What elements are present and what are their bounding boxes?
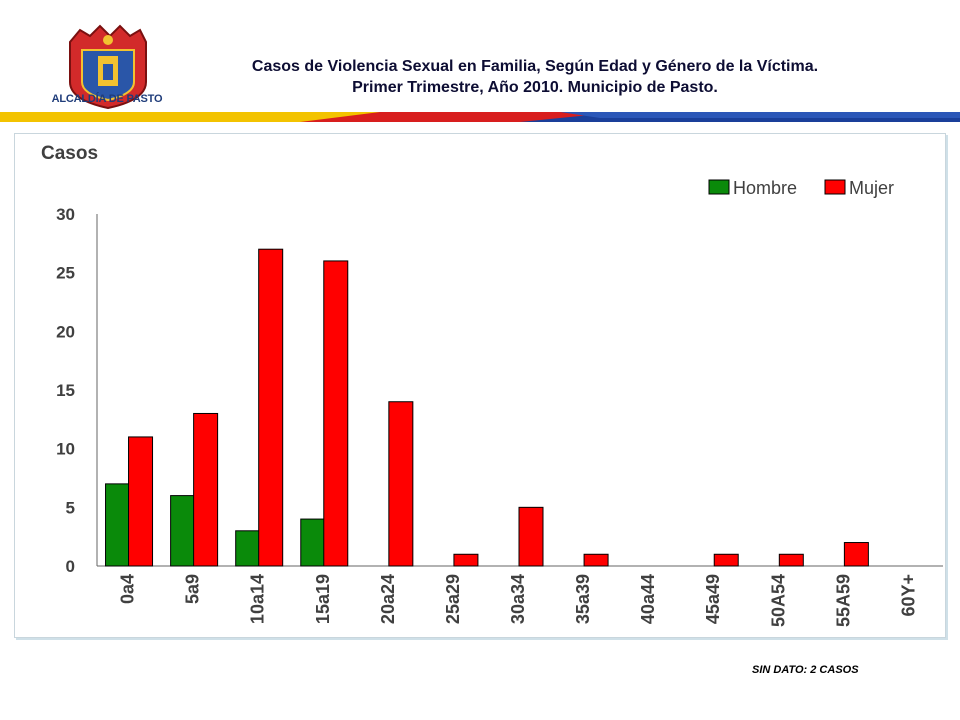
bar-mujer <box>583 553 609 567</box>
bar-mujer <box>843 542 869 567</box>
y-axis-label: Casos <box>41 143 98 164</box>
y-tick-label: 5 <box>66 498 75 517</box>
x-tick-label: 20a24 <box>378 574 398 624</box>
legend-label-hombre: Hombre <box>733 178 797 198</box>
bar-mujer <box>388 401 414 567</box>
bar-mujer <box>778 553 804 567</box>
y-tick-label: 15 <box>56 381 75 400</box>
bar-mujer <box>713 553 739 567</box>
bar-mujer <box>323 260 349 567</box>
x-tick-label: 30a34 <box>508 574 528 624</box>
x-tick-label: 25a29 <box>443 574 463 624</box>
title-line-2: Primer Trimestre, Año 2010. Municipio de… <box>352 79 718 96</box>
x-tick-label: 15a19 <box>313 574 333 624</box>
legend-swatch-mujer <box>824 179 846 195</box>
title-line-1: Casos de Violencia Sexual en Familia, Se… <box>251 58 819 75</box>
bar-hombre <box>170 495 196 567</box>
y-tick-label: 20 <box>56 322 75 341</box>
footnote: SIN DATO: 2 CASOS <box>752 664 859 676</box>
bar-mujer <box>128 436 154 567</box>
y-tick-label: 0 <box>66 557 75 576</box>
x-tick-label: 35a39 <box>573 574 593 624</box>
bar-mujer <box>453 553 479 567</box>
x-tick-label: 45a49 <box>703 574 723 624</box>
bar-hombre <box>300 518 326 567</box>
y-tick-label: 10 <box>56 440 75 459</box>
alcaldia-logo <box>69 24 147 110</box>
chart-frame: Casos 0 5 10 15 20 25 30 0a4 5a9 10a14 15a19 20a24 25… <box>14 133 946 638</box>
x-tick-label: 50A54 <box>768 574 788 627</box>
x-tick-label: 60Y+ <box>898 574 918 617</box>
header-stripe <box>0 112 960 122</box>
bar-hombre <box>105 483 131 567</box>
y-tick-label: 30 <box>56 205 75 224</box>
y-tick-label: 25 <box>56 264 75 283</box>
page-title: Casos de Violencia Sexual en Familia, Se… <box>185 56 885 98</box>
bar-mujer <box>518 506 544 567</box>
legend-label-mujer: Mujer <box>849 178 894 198</box>
bar-hombre <box>235 530 261 567</box>
bar-mujer <box>258 248 284 567</box>
x-tick-label: 10a14 <box>248 574 268 624</box>
x-tick-label: 0a4 <box>118 574 138 604</box>
x-tick-label: 5a9 <box>183 574 203 604</box>
logo-text: ALCALDÍA DE PASTO <box>51 93 163 105</box>
x-tick-label: 55A59 <box>833 574 853 627</box>
legend-swatch-hombre <box>708 179 730 195</box>
bar-chart: Casos 0 5 10 15 20 25 30 0a4 5a9 10a14 15a19 20a24 25… <box>41 143 943 627</box>
bar-mujer <box>193 412 219 567</box>
x-tick-label: 40a44 <box>638 574 658 624</box>
